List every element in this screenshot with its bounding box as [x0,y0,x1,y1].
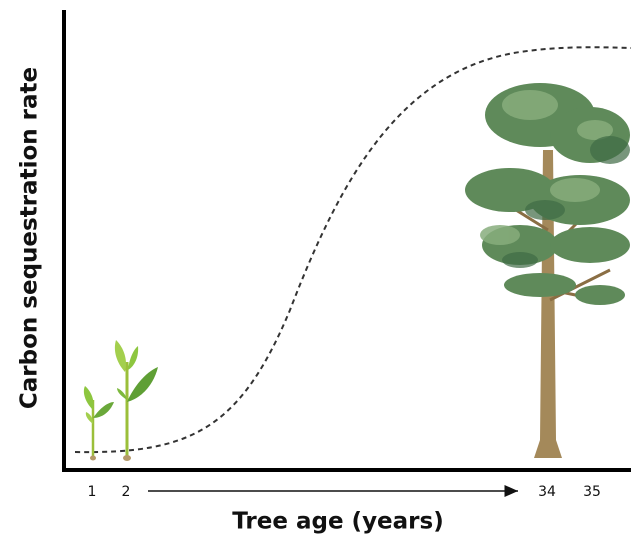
x-tick-label: 1 [88,484,97,500]
x-tick-label: 2 [122,484,131,500]
x-tick-label: 35 [583,484,601,500]
page: {"axes": {"y_label": "Carbon sequestrati… [0,0,631,538]
x-axis-label: Tree age (years) [232,509,443,535]
y-axis-label: Carbon sequestration rate [17,67,43,409]
tree [465,83,630,458]
seedling-small [84,386,114,461]
diagram: 1 2 34 35 Tree age (years) Carbon seques… [0,0,631,538]
x-tick-label: 34 [538,484,556,500]
seedling-large [115,340,158,461]
